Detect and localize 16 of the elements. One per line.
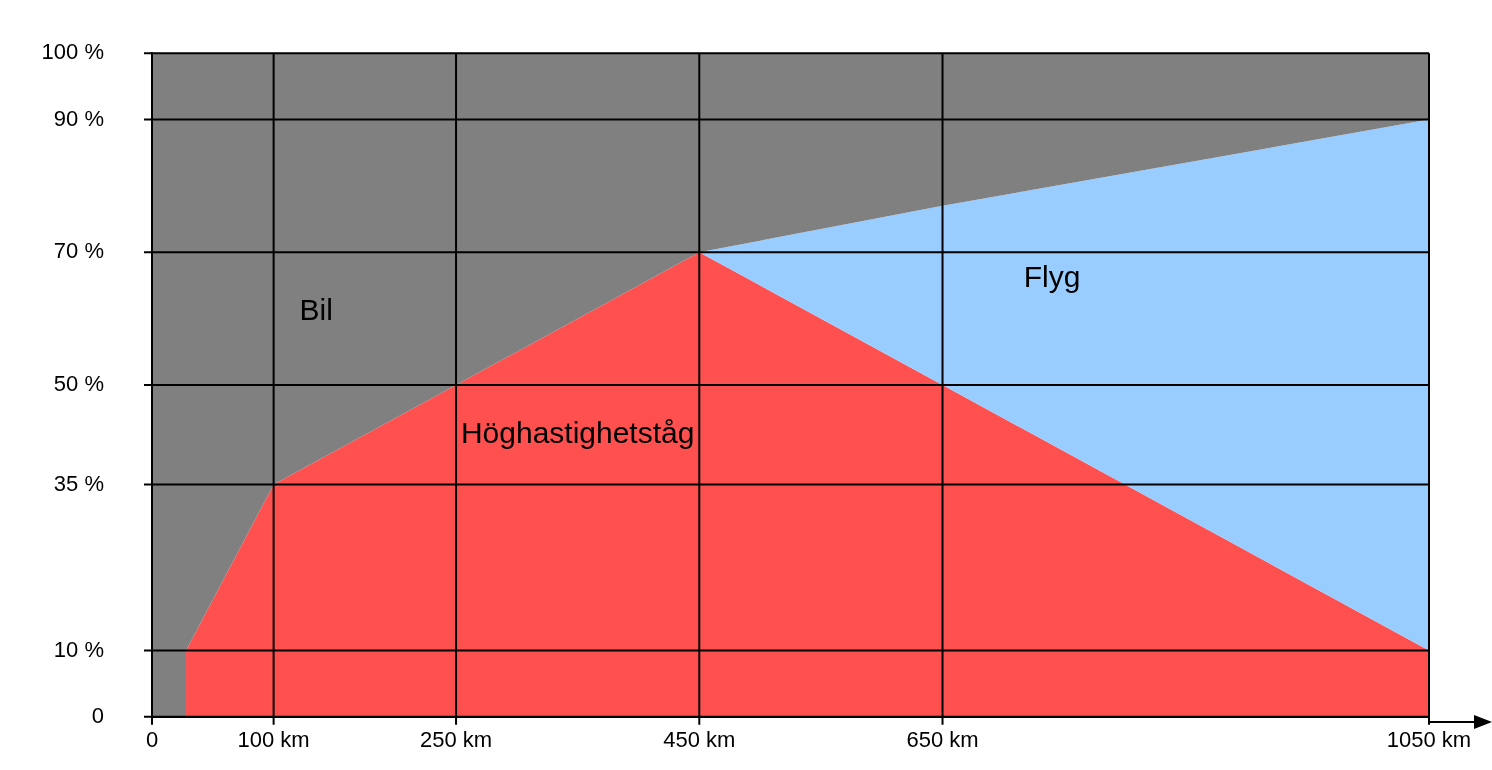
y-tick-label: 70 % xyxy=(53,238,104,264)
series-label: Bil xyxy=(299,293,333,327)
y-tick-label: 100 % xyxy=(41,39,104,65)
y-tick-label: 50 % xyxy=(53,371,104,397)
y-tick-label: 90 % xyxy=(53,105,104,131)
x-tick-label: 100 km xyxy=(237,727,310,753)
x-tick-label: 450 km xyxy=(663,727,736,753)
x-tick-label: 0 xyxy=(145,727,159,753)
x-tick-label: 1050 km xyxy=(1386,727,1472,753)
series-label: Flyg xyxy=(1023,260,1081,294)
y-tick-label: 35 % xyxy=(53,470,104,496)
x-tick-label: 650 km xyxy=(906,727,979,753)
y-tick-label: 10 % xyxy=(53,636,104,662)
y-tick-label: 0 xyxy=(91,702,104,728)
series-label: Höghastighetståg xyxy=(460,416,695,450)
x-tick-label: 250 km xyxy=(419,727,493,753)
